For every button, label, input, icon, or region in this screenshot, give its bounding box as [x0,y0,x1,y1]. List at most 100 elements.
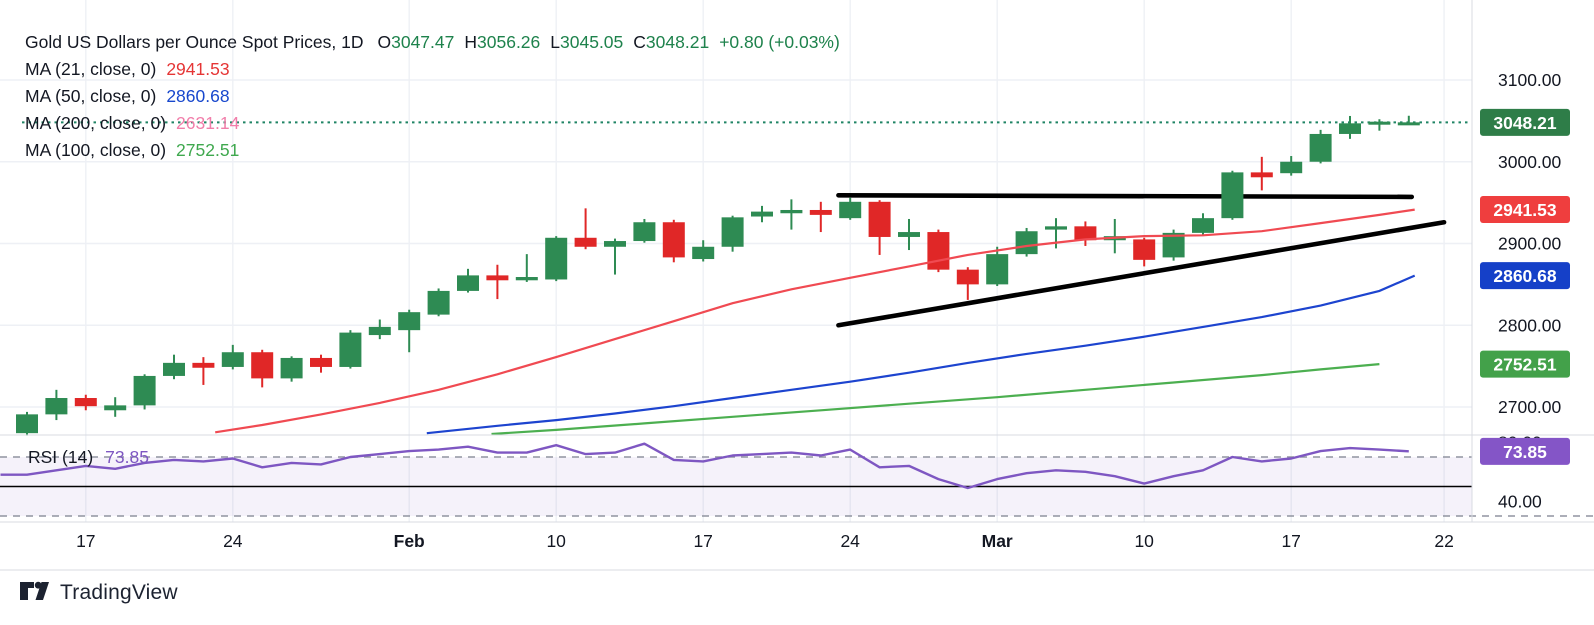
symbol-title-row[interactable]: Gold US Dollars per Ounce Spot Prices, 1… [25,29,840,56]
price-badge-2752.51: 2752.51 [1480,350,1570,378]
candle[interactable] [74,394,97,411]
candle[interactable] [545,236,568,282]
candlestick-series[interactable] [16,115,1420,436]
rsi-value: 73.85 [105,447,149,467]
candle[interactable] [1309,129,1332,164]
candle[interactable] [839,197,862,220]
candle[interactable] [1074,221,1097,246]
candle[interactable] [1103,218,1126,254]
close-label: C [633,32,646,52]
candle[interactable] [1368,119,1391,131]
time-tick-label: 10 [546,531,566,551]
candle[interactable] [692,240,715,262]
candle[interactable] [16,411,38,436]
ma-line-ma21[interactable] [215,208,1415,434]
candle[interactable] [104,397,127,417]
rsi-line[interactable] [0,442,1409,490]
candle[interactable] [368,319,391,340]
price-tick-label: 2700.00 [1498,397,1562,417]
candle[interactable] [45,389,68,421]
time-tick-label: Mar [982,531,1013,551]
svg-text:2752.51: 2752.51 [1493,355,1557,375]
time-tick-label: 17 [76,531,95,551]
candle[interactable] [927,229,950,273]
candle[interactable] [751,205,773,223]
candle[interactable] [662,219,685,263]
candle[interactable] [780,199,803,230]
candle[interactable] [339,330,362,369]
tradingview-logo-icon [20,581,49,600]
time-tick-label: Feb [394,531,425,551]
ma200-label: MA (200, close, 0) [25,113,167,133]
ma21-value: 2941.53 [166,59,230,79]
candle[interactable] [457,268,479,293]
price-tick-label: 3100.00 [1498,70,1562,90]
low-label: L [550,32,561,52]
candle[interactable] [133,374,156,410]
high-label: H [464,32,478,52]
candle[interactable] [1162,229,1185,261]
candle[interactable] [1192,213,1214,235]
candle[interactable] [163,354,185,380]
rsi-legend[interactable]: RSI (14) 73.85 [28,447,149,468]
pane-borders [0,0,1594,571]
candle[interactable] [427,288,450,317]
candle[interactable] [398,309,421,353]
candle[interactable] [221,344,244,370]
candle[interactable] [1133,237,1156,267]
candle[interactable] [192,357,215,385]
candle[interactable] [486,264,509,300]
candle[interactable] [310,354,332,373]
high-value: 3056.26 [477,32,541,52]
svg-text:73.85: 73.85 [1503,442,1547,462]
candle[interactable] [604,238,626,275]
time-tick-label: 22 [1434,531,1453,551]
candle[interactable] [956,267,979,300]
price-badge-2860.68: 2860.68 [1480,262,1570,290]
candle[interactable] [1397,115,1420,126]
candle[interactable] [898,218,920,251]
open-value: 3047.47 [391,32,455,52]
ma21-legend-row[interactable]: MA (21, close, 0) 2941.53 [25,56,840,83]
ma-line-ma100[interactable] [491,363,1380,436]
ma200-legend-row[interactable]: MA (200, close, 0) 2631.14 [25,110,840,137]
candle[interactable] [633,218,656,243]
price-axis[interactable]: 3100.003000.002900.002800.002700.0080.00… [1480,70,1570,511]
candle[interactable] [986,246,1009,287]
open-label: O [377,32,392,52]
rsi-band [0,456,1594,517]
ma50-value: 2860.68 [166,86,230,106]
candle[interactable] [574,208,597,250]
close-value: 3048.21 [645,32,710,52]
symbol-title: Gold US Dollars per Ounce Spot Prices, 1… [25,32,364,52]
candle[interactable] [280,356,303,382]
ohlc-values: O3047.47 H3056.26 L3045.05 C3048.21 +0.80 (+… [377,32,839,52]
symbol-legend[interactable]: Gold US Dollars per Ounce Spot Prices, 1… [25,29,840,164]
candle[interactable] [721,215,744,252]
time-tick-label: 10 [1134,531,1154,551]
price-badge-3048.21: 3048.21 [1480,108,1570,136]
rsi-badge: 73.85 [1480,437,1570,465]
candle[interactable] [1015,227,1038,257]
time-axis[interactable]: 17 24 Feb 10 17 24 Mar 10 17 22 [76,531,1454,551]
ma-line-ma50[interactable] [426,274,1416,435]
tradingview-brand-text: TradingView [60,581,178,604]
trendlines[interactable] [836,192,1447,328]
tradingview-watermark[interactable]: TradingView [18,579,178,607]
candle[interactable] [868,200,891,255]
price-tick-label: 3000.00 [1498,152,1562,172]
svg-text:3048.21: 3048.21 [1493,113,1557,133]
ma100-value: 2752.51 [176,140,240,160]
candle[interactable] [515,254,538,282]
candle[interactable] [1280,156,1303,176]
candle[interactable] [251,349,274,388]
candle[interactable] [809,201,832,233]
rsi-tick-label: 40.00 [1498,491,1542,511]
rsi-label: RSI (14) [28,447,94,467]
candle[interactable] [1339,115,1361,139]
ma50-legend-row[interactable]: MA (50, close, 0) 2860.68 [25,83,840,110]
ma100-legend-row[interactable]: MA (100, close, 0) 2752.51 [25,137,840,164]
candle[interactable] [1221,170,1244,220]
candle[interactable] [1250,156,1273,191]
